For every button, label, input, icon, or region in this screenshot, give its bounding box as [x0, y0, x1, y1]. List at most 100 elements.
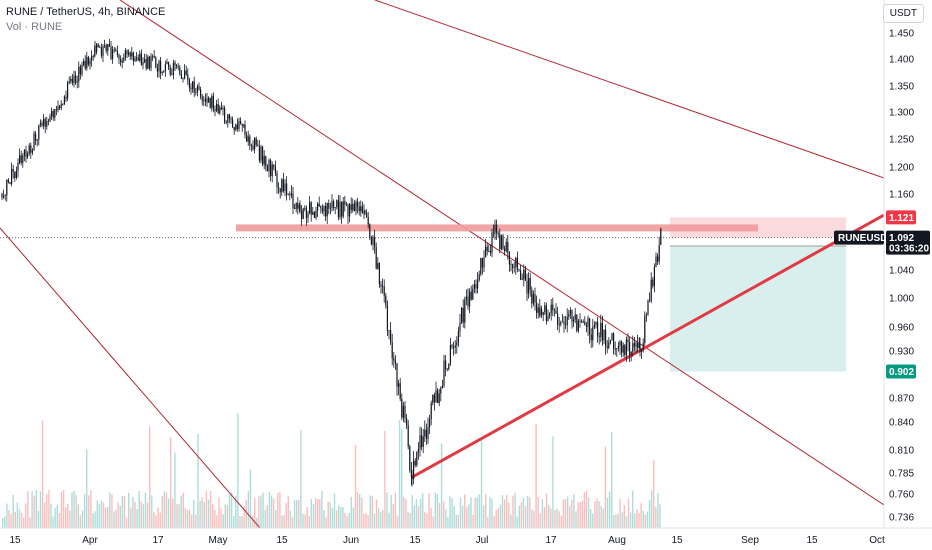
volume-bar: [392, 503, 394, 528]
candle-body: [252, 145, 254, 150]
candle-body: [220, 107, 222, 110]
volume-bar: [249, 469, 252, 528]
candle-body: [553, 310, 555, 311]
volume-bar: [506, 494, 508, 528]
candle-body: [243, 125, 245, 126]
volume-bar: [31, 491, 33, 528]
volume-bar: [327, 501, 329, 528]
candle-body: [92, 56, 94, 57]
volume-bar: [407, 511, 409, 528]
candle-body: [147, 56, 149, 69]
candle-body: [453, 347, 455, 348]
candle-body: [396, 363, 398, 387]
candle-body: [552, 304, 554, 311]
candle-body: [67, 82, 69, 99]
volume-bar: [480, 440, 483, 528]
candle-body: [587, 318, 589, 327]
candle-body: [611, 333, 613, 340]
candle-body: [419, 435, 421, 449]
candle-body: [355, 201, 357, 212]
candle-body: [305, 207, 307, 219]
candle-body: [349, 204, 351, 217]
candle-body: [86, 57, 88, 69]
candle-body: [168, 62, 170, 67]
volume-bar: [573, 493, 575, 528]
volume-bar: [648, 499, 651, 528]
y-tick-label: 0.736: [889, 513, 914, 524]
volume-bar: [350, 496, 352, 528]
candle-body: [268, 160, 270, 172]
volume-bar: [119, 505, 121, 528]
volume-bar: [268, 491, 271, 528]
volume-bar: [67, 503, 69, 528]
candle-body: [60, 104, 62, 109]
volume-bar: [65, 507, 67, 528]
volume-bar: [478, 494, 481, 528]
candle-body: [318, 203, 320, 207]
volume-bar: [275, 509, 277, 528]
candle-body: [302, 208, 304, 219]
volume-bar: [527, 495, 529, 528]
candle-body: [443, 360, 445, 386]
candle-body: [116, 50, 118, 55]
candle-body: [369, 224, 371, 238]
candle-body: [641, 350, 643, 353]
candle-body: [526, 280, 528, 294]
candle-body: [577, 320, 579, 331]
volume-bar: [243, 506, 245, 528]
volume-bar: [487, 516, 489, 528]
volume-bar: [46, 494, 48, 528]
candle-body: [595, 321, 597, 325]
volume-bar: [512, 495, 514, 528]
volume-bar: [600, 506, 602, 528]
currency-button[interactable]: USDT: [882, 4, 924, 23]
candle-body: [84, 60, 86, 69]
candle-body: [63, 96, 65, 105]
volume-bar: [604, 446, 607, 528]
volume-label[interactable]: Vol · RUNE: [6, 21, 63, 33]
candle-body: [394, 360, 396, 364]
volume-bar: [373, 513, 376, 528]
volume-bar: [230, 492, 233, 528]
y-tick-label: 1.160: [889, 190, 914, 201]
symbol-title[interactable]: RUNE / TetherUS, 4h, BINANCE: [6, 6, 166, 18]
candle-body: [382, 286, 384, 288]
volume-bar: [522, 497, 525, 528]
candle-body: [153, 56, 155, 58]
y-tick-label: 1.300: [889, 108, 914, 119]
volume-bar: [556, 508, 558, 528]
volume-bar: [451, 498, 453, 528]
candle-body: [342, 201, 344, 217]
volume-bar: [266, 505, 268, 528]
candle-body: [228, 114, 230, 119]
price-badge-stop: [886, 210, 916, 225]
candle-body: [39, 122, 41, 125]
x-tick-label: Oct: [869, 535, 885, 546]
volume-bar: [62, 490, 65, 528]
candle-body: [493, 232, 495, 234]
candle-body: [545, 305, 547, 322]
candle-body: [421, 435, 423, 447]
candle-body: [653, 266, 655, 287]
candle-body: [449, 345, 451, 364]
take-profit-zone: [670, 246, 846, 372]
volume-bar: [401, 429, 403, 528]
volume-bar: [310, 498, 313, 528]
candle-body: [660, 228, 662, 245]
candle-body: [388, 330, 390, 331]
volume-bar: [409, 513, 411, 528]
candle-body: [513, 266, 515, 268]
candle-body: [658, 244, 660, 262]
candle-body: [496, 224, 498, 234]
volume-bar: [258, 496, 260, 528]
candle-body: [481, 258, 483, 268]
candle-body: [270, 160, 272, 176]
volume-bar: [60, 492, 63, 528]
candle-body: [446, 369, 448, 370]
candle-body: [372, 237, 374, 245]
candle-body: [312, 212, 314, 215]
candle-body: [83, 60, 85, 65]
candle-body: [115, 49, 117, 51]
